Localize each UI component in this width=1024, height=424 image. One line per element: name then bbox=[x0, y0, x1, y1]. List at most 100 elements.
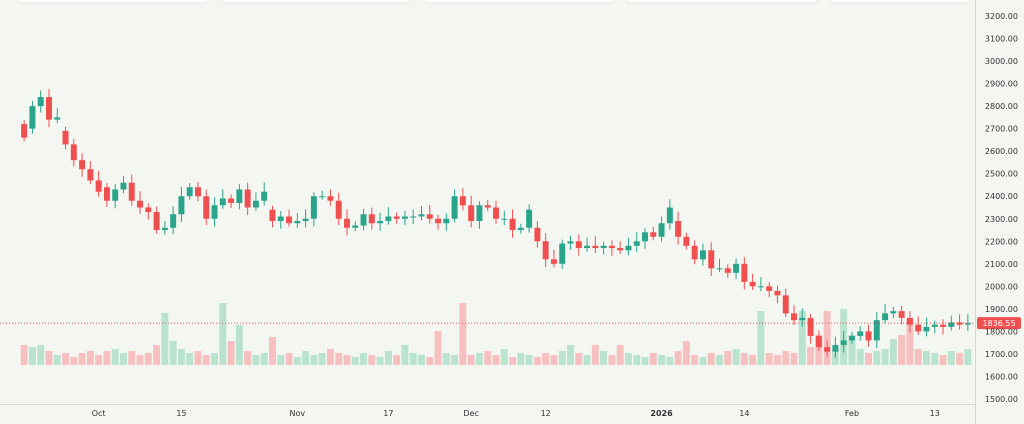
candle-body[interactable] bbox=[79, 160, 86, 170]
candle-body[interactable] bbox=[517, 227, 524, 231]
candle-body[interactable] bbox=[898, 311, 905, 318]
candle-body[interactable] bbox=[501, 218, 508, 220]
candle-body[interactable] bbox=[940, 324, 947, 327]
candle-body[interactable] bbox=[310, 196, 317, 219]
candle-body[interactable] bbox=[675, 221, 682, 237]
candle-body[interactable] bbox=[70, 144, 77, 161]
candle-body[interactable] bbox=[658, 223, 665, 237]
candle-body[interactable] bbox=[799, 317, 806, 321]
candle-body[interactable] bbox=[906, 317, 913, 325]
candle-body[interactable] bbox=[286, 216, 293, 224]
candle-body[interactable] bbox=[584, 245, 591, 249]
candle-body[interactable] bbox=[526, 209, 533, 228]
candle-body[interactable] bbox=[592, 245, 599, 249]
candle-body[interactable] bbox=[617, 248, 624, 251]
candle-body[interactable] bbox=[153, 212, 160, 231]
candle-body[interactable] bbox=[360, 214, 367, 226]
candle-body[interactable] bbox=[319, 196, 326, 198]
candle-body[interactable] bbox=[625, 245, 632, 251]
candle-body[interactable] bbox=[418, 214, 425, 217]
candle-body[interactable] bbox=[848, 335, 855, 341]
candle-body[interactable] bbox=[186, 187, 193, 197]
candle-body[interactable] bbox=[302, 218, 309, 222]
candle-body[interactable] bbox=[890, 311, 897, 314]
candle-body[interactable] bbox=[120, 182, 127, 190]
candle-body[interactable] bbox=[54, 117, 61, 120]
candle-body[interactable] bbox=[691, 245, 698, 260]
candle-body[interactable] bbox=[493, 207, 499, 219]
candle-body[interactable] bbox=[791, 313, 797, 321]
candle-body[interactable] bbox=[509, 218, 516, 231]
candle-body[interactable] bbox=[211, 205, 218, 219]
candle-body[interactable] bbox=[95, 180, 102, 192]
candle-body[interactable] bbox=[161, 227, 168, 231]
candle-body[interactable] bbox=[451, 196, 458, 219]
candle-body[interactable] bbox=[815, 335, 822, 348]
candle-body[interactable] bbox=[840, 340, 847, 345]
candle-body[interactable] bbox=[137, 200, 144, 208]
candle-body[interactable] bbox=[377, 221, 384, 224]
candle-body[interactable] bbox=[948, 322, 955, 327]
candle-body[interactable] bbox=[252, 200, 259, 208]
candle-body[interactable] bbox=[476, 205, 483, 222]
candle-body[interactable] bbox=[170, 214, 177, 228]
candle-body[interactable] bbox=[716, 268, 723, 270]
candle-body[interactable] bbox=[335, 200, 342, 219]
candle-body[interactable] bbox=[956, 322, 963, 325]
candle-body[interactable] bbox=[633, 241, 640, 246]
candle-body[interactable] bbox=[608, 245, 615, 249]
header-card[interactable] bbox=[220, 0, 412, 4]
candle-body[interactable] bbox=[145, 207, 152, 213]
candle-body[interactable] bbox=[269, 209, 276, 222]
candle-body[interactable] bbox=[236, 189, 243, 203]
header-card[interactable] bbox=[423, 0, 615, 4]
candle-body[interactable] bbox=[708, 250, 715, 269]
candle-body[interactable] bbox=[534, 227, 541, 242]
candle-body[interactable] bbox=[87, 169, 94, 181]
candle-body[interactable] bbox=[368, 214, 375, 224]
candle-body[interactable] bbox=[766, 286, 773, 291]
candle-body[interactable] bbox=[832, 344, 839, 352]
candle-body[interactable] bbox=[600, 245, 607, 249]
candle-body[interactable] bbox=[857, 331, 864, 336]
candle-body[interactable] bbox=[824, 347, 831, 352]
candle-body[interactable] bbox=[401, 216, 408, 219]
candle-body[interactable] bbox=[21, 124, 28, 138]
candle-body[interactable] bbox=[782, 295, 789, 314]
candle-body[interactable] bbox=[29, 106, 36, 129]
candle-body[interactable] bbox=[426, 214, 433, 219]
candle-body[interactable] bbox=[666, 207, 673, 224]
candle-body[interactable] bbox=[865, 331, 872, 341]
candle-body[interactable] bbox=[344, 218, 350, 228]
candle-body[interactable] bbox=[923, 326, 930, 332]
candle-body[interactable] bbox=[103, 187, 110, 201]
candle-body[interactable] bbox=[261, 191, 268, 201]
candle-body[interactable] bbox=[327, 196, 334, 201]
candle-body[interactable] bbox=[567, 241, 574, 244]
candle-body[interactable] bbox=[459, 196, 466, 206]
candle-body[interactable] bbox=[468, 205, 475, 222]
candle-body[interactable] bbox=[683, 236, 690, 246]
candle-body[interactable] bbox=[749, 281, 756, 287]
candle-body[interactable] bbox=[915, 324, 922, 332]
candle-body[interactable] bbox=[294, 221, 301, 224]
candle-body[interactable] bbox=[128, 182, 135, 201]
candle-body[interactable] bbox=[37, 97, 44, 107]
candle-body[interactable] bbox=[699, 250, 706, 260]
candle-body[interactable] bbox=[443, 218, 450, 224]
candle-body[interactable] bbox=[435, 218, 442, 224]
candle-body[interactable] bbox=[244, 189, 251, 208]
candle-body[interactable] bbox=[882, 313, 889, 321]
header-card[interactable] bbox=[829, 0, 971, 4]
candle-body[interactable] bbox=[642, 232, 648, 242]
candle-body[interactable] bbox=[484, 205, 491, 208]
header-card[interactable] bbox=[17, 0, 209, 4]
candle-body[interactable] bbox=[45, 97, 52, 120]
candle-body[interactable] bbox=[774, 290, 781, 296]
candle-body[interactable] bbox=[733, 263, 740, 273]
candle-body[interactable] bbox=[550, 259, 557, 264]
candle-body[interactable] bbox=[393, 216, 400, 219]
candle-body[interactable] bbox=[542, 241, 549, 260]
candle-body[interactable] bbox=[62, 130, 69, 145]
